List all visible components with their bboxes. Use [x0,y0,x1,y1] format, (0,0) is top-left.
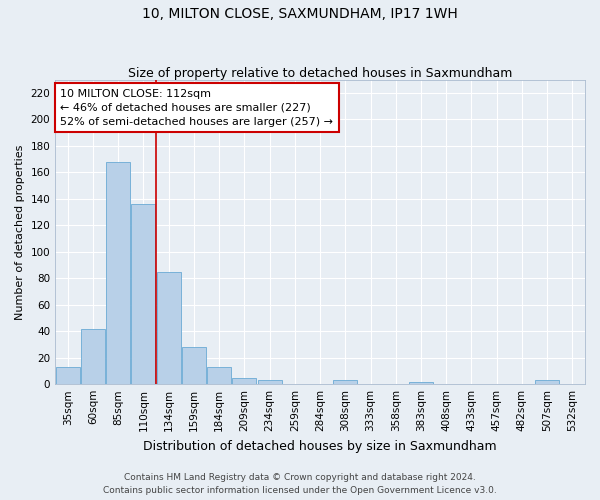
Bar [157,272,181,384]
Text: Contains HM Land Registry data © Crown copyright and database right 2024.
Contai: Contains HM Land Registry data © Crown c… [103,473,497,495]
X-axis label: Distribution of detached houses by size in Saxmundham: Distribution of detached houses by size … [143,440,497,452]
Title: Size of property relative to detached houses in Saxmundham: Size of property relative to detached ho… [128,66,512,80]
Text: 10 MILTON CLOSE: 112sqm
← 46% of detached houses are smaller (227)
52% of semi-d: 10 MILTON CLOSE: 112sqm ← 46% of detache… [61,88,334,126]
Bar [207,367,231,384]
Bar [182,347,206,384]
Bar [232,378,256,384]
Text: 10, MILTON CLOSE, SAXMUNDHAM, IP17 1WH: 10, MILTON CLOSE, SAXMUNDHAM, IP17 1WH [142,8,458,22]
Bar [56,367,80,384]
Bar [81,328,105,384]
Bar [535,380,559,384]
Bar [409,382,433,384]
Bar [131,204,155,384]
Bar [334,380,357,384]
Bar [257,380,281,384]
Y-axis label: Number of detached properties: Number of detached properties [15,144,25,320]
Bar [106,162,130,384]
